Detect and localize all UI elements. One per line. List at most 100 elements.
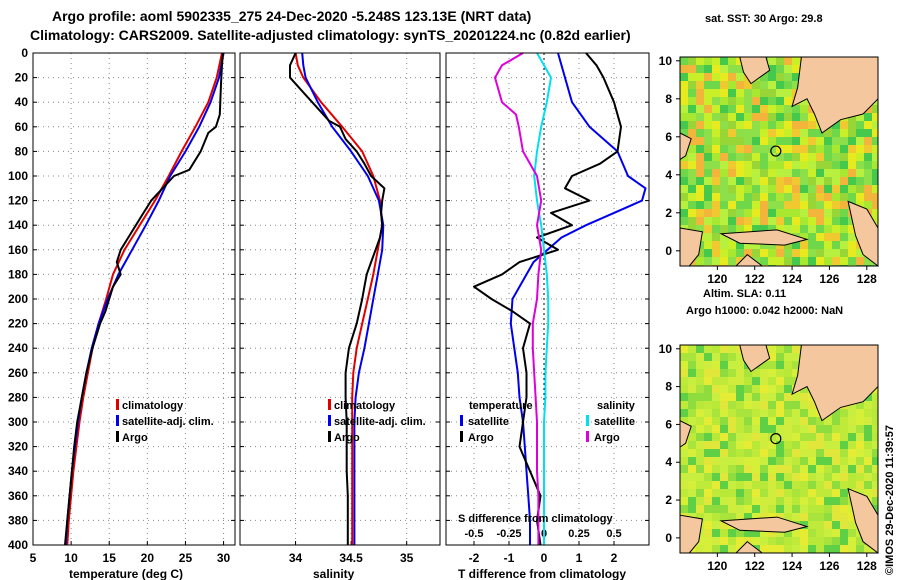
map-cell	[680, 505, 688, 513]
map-cell	[872, 105, 878, 113]
series-line-temperature-argo	[473, 52, 622, 546]
map-cell	[728, 73, 736, 81]
legend-swatch-satellite	[328, 415, 331, 426]
map-xtick-label: 120	[707, 559, 727, 573]
map-cell	[800, 177, 808, 185]
map-cell	[760, 217, 768, 225]
map-cell	[680, 185, 688, 193]
map-cell	[712, 393, 720, 401]
map-cell	[792, 113, 800, 121]
series-line-climatology	[294, 52, 384, 545]
map-cell	[768, 145, 776, 153]
map-cell	[800, 521, 808, 529]
map-cell	[840, 201, 848, 209]
map-cell	[728, 153, 736, 161]
map-cell	[744, 249, 752, 257]
map-cell	[744, 409, 752, 417]
map-cell	[744, 425, 752, 433]
map-cell	[720, 121, 728, 129]
map-cell	[816, 169, 824, 177]
map-cell	[688, 393, 696, 401]
map-cell	[688, 89, 696, 97]
map-cell	[848, 121, 856, 129]
map-cell	[792, 161, 800, 169]
map-cell	[728, 113, 736, 121]
map-cell	[720, 353, 728, 361]
map-cell	[768, 361, 776, 369]
map-cell	[768, 73, 776, 81]
map-cell	[680, 217, 688, 225]
map-cell	[816, 209, 824, 217]
map-cell	[800, 505, 808, 513]
map-cell	[792, 545, 800, 553]
map-cell	[808, 113, 816, 121]
map-cell	[680, 449, 688, 457]
difference-xlabel: T difference from climatology	[458, 567, 626, 580]
map-cell	[760, 249, 768, 257]
map-cell	[872, 465, 878, 473]
map-cell	[728, 193, 736, 201]
map-cell	[744, 225, 752, 233]
map-cell	[688, 345, 696, 353]
map-cell	[856, 201, 864, 209]
map-cell	[832, 217, 840, 225]
map-cell	[736, 137, 744, 145]
map-cell	[688, 57, 696, 65]
map-cell	[688, 401, 696, 409]
map-cell	[808, 417, 816, 425]
map-cell	[760, 369, 768, 377]
map-cell	[744, 441, 752, 449]
map-cell	[720, 97, 728, 105]
map-cell	[760, 449, 768, 457]
map-cell	[728, 401, 736, 409]
map-cell	[728, 105, 736, 113]
map-cell	[784, 185, 792, 193]
map-cell	[744, 537, 752, 545]
map-cell	[736, 393, 744, 401]
map-cell	[872, 393, 878, 401]
map-cell	[720, 417, 728, 425]
map-cell	[720, 481, 728, 489]
map-cell	[864, 441, 872, 449]
map-cell	[680, 193, 688, 201]
map-cell	[752, 81, 760, 89]
map-cell	[832, 409, 840, 417]
map-cell	[752, 217, 760, 225]
map-cell	[752, 481, 760, 489]
map-cell	[752, 497, 760, 505]
map-frame	[679, 56, 879, 267]
map-cell	[848, 529, 856, 537]
map-cell	[736, 489, 744, 497]
map-cell	[736, 177, 744, 185]
map-cell	[808, 401, 816, 409]
map-cell	[736, 145, 744, 153]
map-cell	[760, 97, 768, 105]
legend-swatch-t-argo	[460, 431, 463, 442]
map-cell	[776, 105, 784, 113]
map-cell	[816, 473, 824, 481]
map-cell	[792, 425, 800, 433]
map-cell	[720, 489, 728, 497]
map-cell	[816, 529, 824, 537]
map-cell	[728, 393, 736, 401]
map-cell	[776, 417, 784, 425]
map-cell	[808, 449, 816, 457]
map-cell	[832, 425, 840, 433]
map-cell	[776, 457, 784, 465]
ytick-label: 280	[8, 390, 28, 404]
map-cell	[776, 353, 784, 361]
map-cell	[784, 417, 792, 425]
map-cell	[848, 505, 856, 513]
map-cell	[680, 385, 688, 393]
map-cell	[856, 441, 864, 449]
xtick-label: 10	[64, 551, 78, 565]
map-cell	[824, 489, 832, 497]
map-cell	[856, 185, 864, 193]
map-cell	[776, 385, 784, 393]
map-cell	[728, 353, 736, 361]
map-cell	[752, 393, 760, 401]
map-cell	[872, 425, 878, 433]
map-cell	[808, 497, 816, 505]
map-cell	[776, 409, 784, 417]
map-cell	[872, 489, 878, 497]
